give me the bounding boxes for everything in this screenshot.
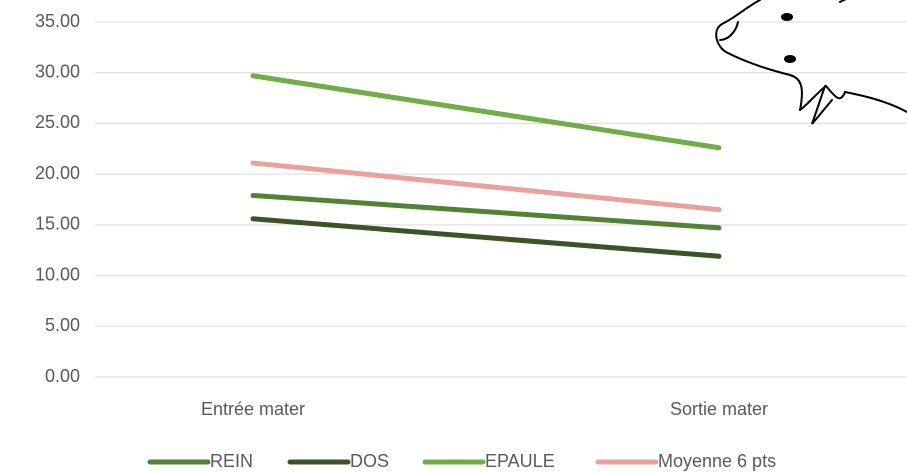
y-tick-label: 5.00 — [45, 315, 80, 335]
y-tick-label: 20.00 — [35, 163, 80, 183]
legend-label: REIN — [210, 451, 253, 471]
series-line — [250, 73, 722, 151]
x-tick-label: Sortie mater — [670, 399, 768, 419]
y-tick-label: 35.00 — [35, 11, 80, 31]
series-line — [250, 160, 722, 213]
x-tick-label: Entrée mater — [201, 399, 305, 419]
series-line — [250, 216, 722, 259]
legend-label: EPAULE — [485, 451, 555, 471]
pig-nostril — [784, 55, 796, 63]
y-tick-label: 0.00 — [45, 366, 80, 386]
y-tick-label: 10.00 — [35, 264, 80, 284]
pig-eye — [781, 13, 793, 21]
legend-label: Moyenne 6 pts — [658, 451, 776, 471]
y-tick-label: 15.00 — [35, 214, 80, 234]
y-tick-label: 25.00 — [35, 112, 80, 132]
pig-drawing — [715, 0, 907, 125]
y-tick-label: 30.00 — [35, 61, 80, 81]
legend-label: DOS — [350, 451, 389, 471]
series-line — [250, 192, 722, 231]
